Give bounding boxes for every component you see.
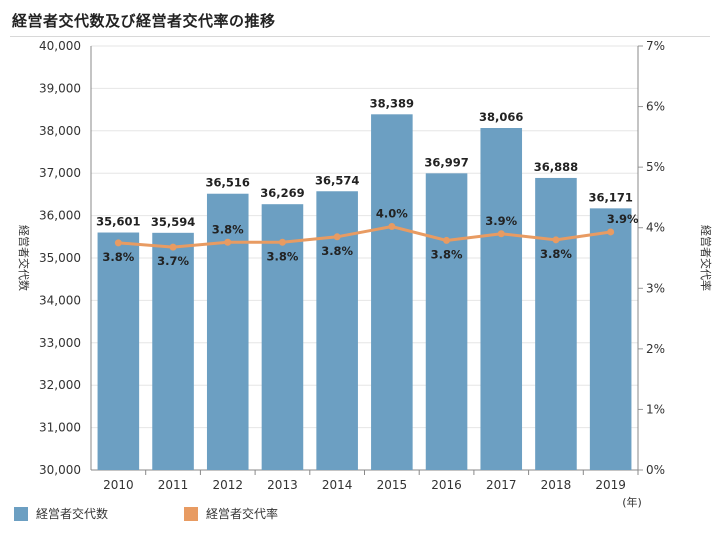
rate-point [607,228,615,236]
y-tick-label-right: 6% [646,100,665,114]
bar-value-label: 38,389 [370,96,414,110]
bar [97,232,140,470]
rate-value-label: 3.8% [212,222,244,236]
bar [425,173,468,470]
y-tick-label-left: 40,000 [39,39,81,53]
rate-point [443,236,451,244]
bar [152,232,194,470]
bar-value-label: 36,997 [424,155,468,169]
rate-value-label: 3.9% [485,214,517,228]
rate-point [388,223,396,231]
y-tick-label-right: 1% [646,402,665,416]
bar-value-label: 36,269 [260,186,304,200]
rate-line [118,224,611,249]
title-divider [10,36,710,37]
rate-value-label: 3.8% [102,250,134,264]
rate-value-label: 4.0% [376,207,408,221]
bar-value-label: 36,516 [206,176,250,190]
x-tick-label: 2017 [486,478,517,492]
y-tick-label-right: 5% [646,160,665,174]
bar-value-label: 36,888 [534,160,578,174]
y-tick-label-left: 39,000 [39,81,81,95]
rate-point [552,236,560,244]
y-tick-label-right: 0% [646,463,665,477]
x-tick-label: 2010 [103,478,134,492]
legend-swatch-rate [184,506,198,521]
y-tick-label-left: 37,000 [39,166,81,180]
bar [371,114,413,470]
bar-value-label: 36,171 [588,190,632,204]
y-axis-title-right: 経営者交代率 [699,225,713,291]
x-tick-label: 2012 [212,478,243,492]
rate-value-label: 3.9% [607,212,639,226]
x-axis-unit: (年) [622,495,642,509]
bar [535,177,577,471]
rate-point [114,239,122,247]
y-tick-label-right: 7% [646,39,665,53]
chart-title: 経営者交代数及び経営者交代率の推移 [12,12,276,30]
rate-value-label: 3.8% [431,247,463,261]
y-tick-label-right: 2% [646,342,665,356]
legend-label-rate: 経営者交代率 [206,507,279,521]
rate-point [224,238,232,246]
y-tick-label-left: 31,000 [39,421,81,435]
y-tick-label-left: 38,000 [39,124,81,138]
rate-point [497,230,505,238]
y-tick-label-right: 3% [646,281,665,295]
y-tick-label-left: 32,000 [39,378,81,392]
x-tick-label: 2013 [267,478,298,492]
rate-point [278,238,286,246]
rate-value-label: 3.7% [157,254,189,268]
y-tick-label-left: 35,000 [39,251,81,265]
rate-value-label: 3.8% [540,247,572,261]
legend-label-count: 経営者交代数 [36,507,109,521]
bar-value-label: 36,574 [315,173,359,187]
rate-point [333,233,341,241]
bar-value-label: 35,601 [96,215,140,229]
y-tick-label-left: 33,000 [39,336,81,350]
bar [480,128,523,471]
legend-item-rate: 経営者交代率 [184,505,278,522]
x-tick-label: 2011 [158,478,189,492]
bar-value-label: 38,066 [479,110,523,124]
y-tick-label-left: 30,000 [39,463,81,477]
x-tick-label: 2019 [595,478,626,492]
rate-point [169,243,177,251]
y-axis-title-left: 経営者交代数 [17,225,31,291]
legend-item-count: 経営者交代数 [14,505,108,522]
legend-swatch-count [14,506,28,521]
x-tick-label: 2015 [377,478,408,492]
x-tick-label: 2018 [541,478,572,492]
bar-value-label: 35,594 [151,215,195,229]
bar [589,208,632,470]
x-tick-label: 2016 [431,478,462,492]
y-tick-label-left: 34,000 [39,293,81,307]
rate-value-label: 3.8% [266,249,298,263]
y-tick-label-left: 36,000 [39,209,81,223]
rate-value-label: 3.8% [321,244,353,258]
bar [261,204,304,470]
y-tick-label-right: 4% [646,221,665,235]
x-tick-label: 2014 [322,478,353,492]
